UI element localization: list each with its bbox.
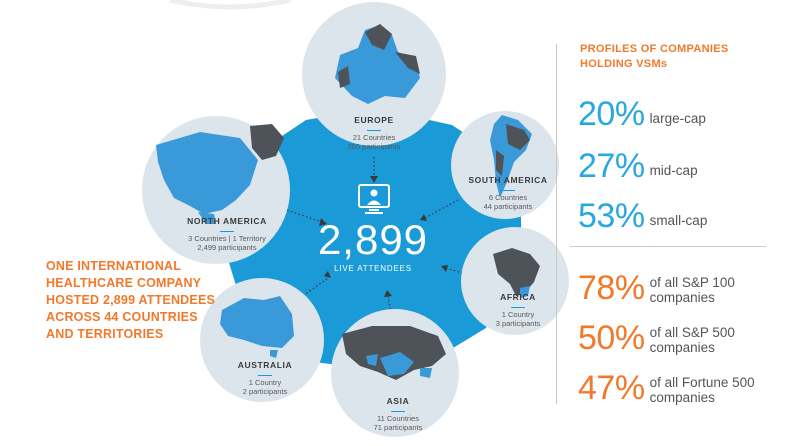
profiles-title-line-2: HOLDING VSMs [580,58,668,70]
stat-label-line-1: of all Fortune 500 [649,375,755,390]
europe-divider [367,129,381,131]
stat-sp100: 78% of all S&P 100 companies [578,268,735,308]
stat-label: of all S&P 500 companies [650,325,735,355]
stat-pct: 50% [578,318,645,357]
total-attendees-label: LIVE ATTENDEES [334,264,412,273]
africa-divider [511,306,525,308]
south-america-name: SOUTH AMERICA [468,175,548,185]
horizontal-divider [570,246,766,247]
south-america-label: SOUTH AMERICA 6 Countries 44 participant… [458,175,558,211]
europe-name: EUROPE [354,115,394,125]
south-america-divider [501,189,515,191]
profiles-title-line-1: PROFILES OF COMPANIES [580,43,729,55]
north-america-divider [220,230,234,232]
australia-label: AUSTRALIA 1 Country 2 participants [220,360,310,396]
caption-line-3: HOSTED 2,899 ATTENDEES [46,293,216,307]
stat-pct: 20% [578,94,645,133]
africa-name: AFRICA [500,292,536,302]
australia-circle [200,278,324,402]
asia-name: ASIA [386,396,410,406]
total-attendees-number: 2,899 [317,216,429,263]
asia-participants: 71 participants [373,423,423,432]
asia-circle [331,309,459,437]
stat-label: large-cap [649,110,706,126]
stat-label: mid-cap [649,162,698,178]
south-america-countries: 6 Countries [488,192,528,202]
stat-label-line-1: of all S&P 100 [649,275,735,290]
north-america-circle [142,116,290,264]
australia-countries: 1 Country [248,377,282,387]
stat-mid-cap: 27% mid-cap [578,146,698,186]
center-total: 2,899 LIVE ATTENDEES [298,216,448,274]
asia-countries: 11 Countries [377,413,419,423]
stat-label-line-1: of all S&P 500 [649,325,735,340]
europe-map [335,24,420,104]
africa-map [493,248,540,298]
stat-fortune500: 47% of all Fortune 500 companies [578,368,755,408]
north-america-countries: 3 Countries | 1 Territory [188,233,266,243]
europe-label: EUROPE 21 Countries 280 participants [324,115,424,151]
south-america-participants: 44 participants [483,202,533,211]
stat-label: of all Fortune 500 companies [650,375,755,405]
south-america-circle [451,111,559,219]
stat-label-line-2: companies [649,340,715,355]
stat-label: small-cap [649,212,708,228]
north-america-participants: 2,499 participants [197,243,257,252]
stat-label: of all S&P 100 companies [650,275,735,305]
europe-countries: 21 Countries [352,132,396,142]
decorative-arc [169,0,291,10]
arrow-heads [319,176,448,297]
stat-pct: 47% [578,368,645,407]
europe-circle [302,2,446,146]
asia-divider [391,410,405,412]
stat-large-cap: 20% large-cap [578,94,706,134]
stat-label-line-2: companies [649,290,715,305]
north-america-name: NORTH AMERICA [187,216,267,226]
stat-pct: 27% [578,146,645,185]
africa-label: AFRICA 1 Country 3 participants [478,292,558,328]
asia-map [342,326,446,380]
north-america-map [156,124,284,224]
caption-line-4: ACROSS 44 COUNTRIES [46,310,198,324]
australia-participants: 2 participants [242,387,288,396]
asia-label: ASIA 11 Countries 71 participants [353,396,443,432]
africa-circle [461,227,569,335]
stat-small-cap: 53% small-cap [578,196,707,236]
south-america-map [490,115,532,198]
stat-pct: 53% [578,196,645,235]
vertical-divider [556,44,557,404]
stat-label-line-2: companies [649,390,715,405]
africa-participants: 3 participants [495,319,541,328]
australia-divider [258,374,272,376]
caption-line-5: AND TERRITORIES [46,327,164,341]
profiles-title: PROFILES OF COMPANIES HOLDING VSMs [580,42,780,72]
north-america-label: NORTH AMERICA 3 Countries | 1 Territory … [167,216,287,252]
stat-pct: 78% [578,268,645,307]
europe-participants: 280 participants [347,142,401,151]
summary-caption: ONE INTERNATIONAL HEALTHCARE COMPANY HOS… [46,258,236,343]
africa-countries: 1 Country [501,309,535,319]
australia-map [220,296,294,358]
stat-sp500: 50% of all S&P 500 companies [578,318,735,358]
caption-line-2: HEALTHCARE COMPANY [46,276,202,290]
australia-name: AUSTRALIA [237,360,293,370]
caption-line-1: ONE INTERNATIONAL [46,259,182,273]
computer-user-icon [358,184,390,214]
